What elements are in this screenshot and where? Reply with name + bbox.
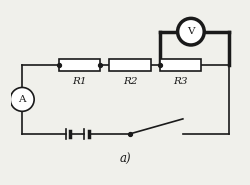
Text: R2: R2 xyxy=(122,77,137,86)
Text: a): a) xyxy=(119,153,131,166)
Text: V: V xyxy=(186,27,194,36)
Bar xyxy=(159,59,200,71)
Text: R3: R3 xyxy=(173,77,187,86)
Bar xyxy=(109,59,150,71)
Circle shape xyxy=(177,18,204,45)
Text: A: A xyxy=(18,95,26,104)
Text: R1: R1 xyxy=(72,77,86,86)
Bar xyxy=(59,59,100,71)
Circle shape xyxy=(10,88,34,111)
